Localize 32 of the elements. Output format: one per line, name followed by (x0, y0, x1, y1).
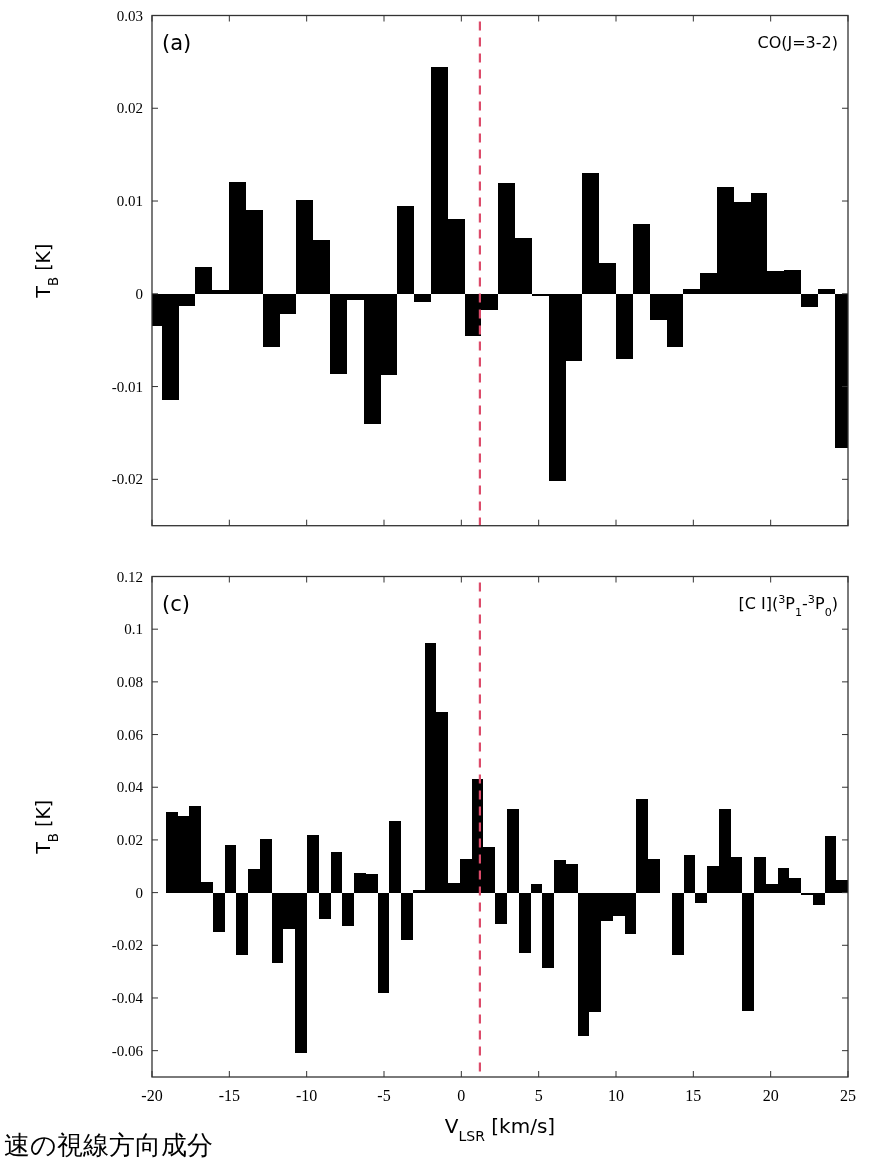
text: 速の視線方向成分 (4, 1130, 213, 1160)
x-tick-label: -20 (141, 1087, 163, 1104)
y-tick-label: 0.02 (116, 100, 143, 117)
y-tick-label: 0.08 (116, 673, 143, 690)
y-tick-label: 0 (135, 285, 143, 302)
x-axis-title: V$_{LSR}$ [km/s] (444, 1114, 556, 1144)
annotation: (a) (162, 30, 192, 55)
y-tick-label: -0.06 (111, 1042, 144, 1059)
x-tick-label: 25 (840, 1087, 856, 1104)
x-tick-label: 10 (608, 1087, 624, 1104)
x-tick-label: -5 (377, 1087, 391, 1104)
x-tick-label: 15 (685, 1087, 702, 1104)
text: [C I]($^{3}$P$_{1}$-$^{3}$P$_{0}$) (738, 592, 838, 618)
y-tick-label: -0.02 (111, 471, 143, 488)
y-tick-label: 0.03 (116, 7, 143, 24)
y-tick-label: -0.01 (111, 378, 143, 395)
annotation: (c) (162, 591, 190, 616)
x-tick-label: -15 (218, 1087, 240, 1104)
y-tick-label: 0.02 (116, 831, 143, 848)
x-tick-label: 0 (457, 1087, 466, 1104)
y-tick-label: -0.02 (111, 937, 143, 954)
y-tick-label: 0.04 (116, 779, 144, 796)
x-tick-label: -10 (296, 1087, 318, 1104)
y-tick-label: -0.04 (111, 989, 144, 1006)
x-tick-label: 20 (762, 1087, 779, 1104)
y-tick-label: 0.1 (124, 621, 143, 638)
y-tick-label: 0.12 (116, 568, 143, 585)
y-tick-label: 0 (135, 884, 143, 901)
x-tick-label: 5 (534, 1087, 543, 1104)
y-tick-label: 0.01 (116, 193, 143, 210)
y-tick-label: 0.06 (116, 726, 144, 743)
annotation: CO(J=3-2) (757, 32, 838, 52)
